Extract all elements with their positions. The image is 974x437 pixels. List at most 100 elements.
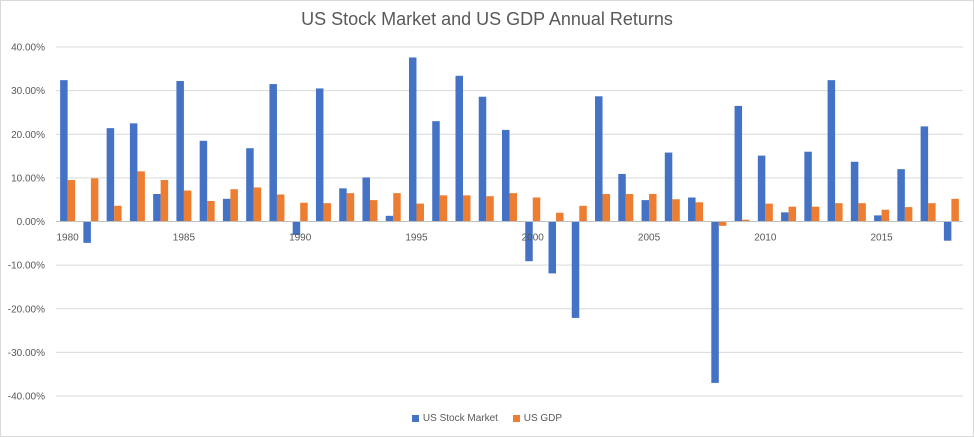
bar-stock-1980	[60, 80, 68, 222]
y-tick-label: 0.00%	[17, 217, 45, 228]
bar-stock-1990	[292, 221, 301, 236]
y-tick-label: 40.00%	[11, 43, 45, 54]
bar-stock-1984	[153, 194, 161, 222]
bar-stock-2015	[874, 215, 882, 222]
bar-stock-1996	[432, 121, 440, 222]
bar-stock-1981	[83, 221, 91, 243]
bar-stock-2006	[664, 152, 673, 222]
bar-gdp-2010	[765, 203, 773, 222]
x-tick-label: 2010	[754, 233, 777, 244]
bar-gdp-1992	[346, 193, 355, 222]
bar-gdp-2009	[742, 219, 750, 222]
bar-gdp-2011	[788, 206, 797, 222]
bar-gdp-1999	[509, 193, 517, 222]
bar-stock-1986	[199, 140, 208, 222]
bar-gdp-2017	[928, 203, 936, 222]
bar-gdp-2002	[579, 205, 587, 222]
bar-stock-2016	[897, 169, 905, 222]
bar-gdp-2003	[602, 194, 611, 222]
bar-stock-1982	[106, 128, 115, 222]
bar-stock-2010	[757, 155, 766, 222]
bar-stock-1994	[385, 215, 394, 222]
bar-gdp-1980	[67, 180, 76, 222]
bar-gdp-1991	[323, 203, 331, 222]
bars	[60, 57, 959, 383]
bar-gdp-1994	[393, 193, 401, 222]
x-tick-label: 1980	[57, 233, 80, 244]
bar-gdp-2000	[532, 197, 541, 222]
x-tick-label: 2005	[638, 233, 661, 244]
bar-stock-2017	[920, 126, 929, 222]
bar-stock-1983	[129, 123, 138, 222]
legend-item-stock: US Stock Market	[411, 413, 498, 424]
x-tick-label: 1995	[405, 233, 428, 244]
legend: US Stock Market US GDP	[1, 413, 973, 424]
bar-gdp-1990	[300, 202, 308, 222]
bar-gdp-2014	[858, 203, 866, 222]
legend-swatch-gdp	[512, 414, 520, 422]
bar-gdp-2013	[835, 203, 843, 222]
bar-stock-2012	[804, 151, 812, 222]
y-tick-label: -20.00%	[8, 304, 45, 315]
bar-gdp-1984	[160, 180, 169, 222]
bar-stock-2008	[711, 221, 719, 383]
bar-stock-2014	[850, 161, 859, 222]
y-tick-label: 10.00%	[11, 173, 45, 184]
bar-stock-1992	[339, 188, 347, 222]
y-tick-label: 20.00%	[11, 130, 45, 141]
bar-gdp-2001	[556, 212, 564, 222]
bar-stock-1999	[502, 129, 510, 222]
x-axis-labels: 1980 1985 1990 1995 2000 2005 2010 2015	[57, 233, 894, 244]
bar-stock-1989	[269, 84, 277, 222]
bar-gdp-2015	[881, 209, 890, 222]
bar-stock-1997	[455, 75, 463, 222]
bar-gdp-1989	[276, 194, 285, 222]
bar-stock-1991	[315, 88, 324, 222]
legend-item-gdp: US GDP	[512, 413, 563, 424]
bar-stock-1985	[176, 81, 184, 222]
y-axis-labels: 40.00% 30.00% 20.00% 10.00% 0.00% -10.00% -20.…	[8, 43, 45, 403]
bar-gdp-1985	[183, 190, 192, 222]
bar-gdp-1988	[253, 187, 262, 222]
bar-stock-2011	[781, 212, 789, 222]
bar-gdp-1987	[230, 189, 238, 222]
bar-stock-2009	[734, 105, 743, 222]
bar-stock-2018	[943, 221, 952, 241]
legend-swatch-stock	[411, 414, 419, 422]
y-tick-label: -40.00%	[8, 392, 45, 403]
bar-gdp-2018	[951, 198, 959, 222]
x-tick-label: 2000	[522, 233, 545, 244]
bar-gdp-1997	[462, 195, 471, 222]
x-tick-label: 1990	[289, 233, 312, 244]
bar-stock-2013	[827, 80, 836, 222]
bar-gdp-1986	[207, 200, 215, 222]
bar-stock-2003	[595, 96, 603, 222]
bar-gdp-1982	[114, 205, 122, 222]
bar-gdp-1993	[369, 200, 378, 222]
x-tick-label: 1985	[173, 233, 196, 244]
x-tick-label: 2015	[870, 233, 893, 244]
bar-gdp-2008	[718, 221, 727, 226]
y-tick-label: -10.00%	[8, 261, 45, 272]
chart-title: US Stock Market and US GDP Annual Return…	[301, 9, 673, 29]
bar-stock-2007	[688, 197, 696, 222]
legend-label-gdp: US GDP	[523, 413, 563, 424]
bar-gdp-1995	[416, 203, 424, 222]
bar-gdp-2007	[695, 202, 704, 222]
bar-gdp-2006	[672, 199, 680, 222]
bar-gdp-2004	[625, 194, 634, 222]
bar-gdp-2016	[904, 207, 913, 222]
bar-stock-2000	[525, 221, 533, 262]
bar-stock-2002	[571, 221, 580, 318]
bar-stock-1993	[362, 177, 370, 222]
y-tick-label: -30.00%	[8, 348, 45, 359]
bar-gdp-1996	[439, 195, 448, 222]
bar-gdp-1983	[137, 171, 145, 222]
bar-stock-2005	[641, 200, 650, 222]
bar-stock-1987	[222, 198, 231, 222]
bar-stock-2004	[618, 173, 626, 222]
bar-stock-1995	[408, 57, 417, 222]
bar-gdp-2005	[649, 194, 657, 222]
bar-gdp-1981	[90, 178, 99, 222]
bar-gdp-1998	[486, 196, 494, 222]
